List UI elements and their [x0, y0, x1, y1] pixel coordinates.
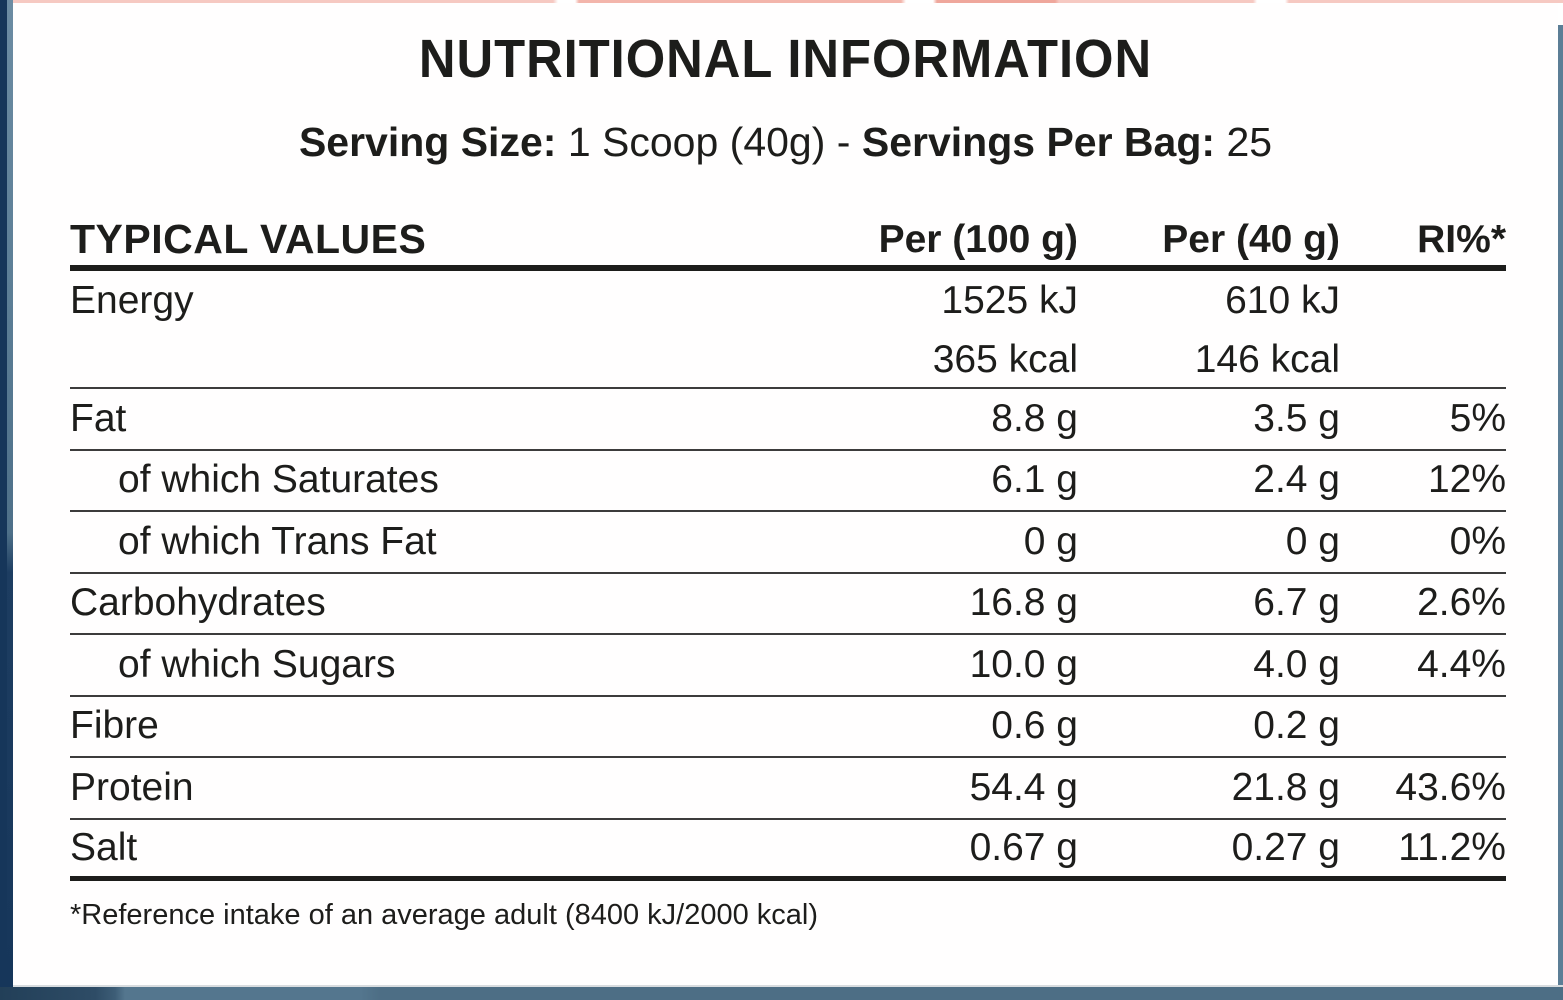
value-per-100g: 0.6 g [991, 704, 1078, 748]
header-ri-percent: RI%* [1417, 217, 1506, 261]
table-row-protein: Protein 54.4 g 21.8 g 43.6% [70, 758, 1506, 820]
table-row-energy: Energy 1525 kJ 610 kJ 365 kcal 146 kcal [70, 271, 1506, 389]
value-per-100g: 365 kcal [932, 337, 1078, 381]
page-title: NUTRITIONAL INFORMATION [418, 29, 1153, 89]
value-per-100g: 10.0 g [969, 642, 1078, 686]
value-per-100g: 16.8 g [969, 581, 1078, 625]
value-per-40g: 4.0 g [1253, 642, 1340, 686]
table-row-trans-fat: of which Trans Fat 0 g 0 g 0% [70, 512, 1506, 574]
energy-kcal-line: 365 kcal 146 kcal [70, 330, 1506, 389]
header-typical-values: TYPICAL VALUES [70, 216, 427, 262]
table-row-fat: Fat 8.8 g 3.5 g 5% [70, 389, 1506, 451]
value-per-100g: 0.67 g [969, 825, 1078, 869]
servings-per-bag-label: Servings Per Bag: [861, 119, 1216, 165]
header-per-40g: Per (40 g) [1162, 217, 1340, 261]
value-per-100g: 0 g [1023, 519, 1078, 563]
nutrition-table: TYPICAL VALUES Per (100 g) Per (40 g) RI… [70, 214, 1506, 881]
nutrient-label: of which Saturates [118, 458, 439, 502]
value-per-100g: 8.8 g [991, 396, 1078, 440]
value-per-40g: 0.27 g [1231, 825, 1340, 869]
energy-kj-line: Energy 1525 kJ 610 kJ [70, 271, 1506, 330]
page-edge-top-salmon [13, 0, 1563, 3]
nutrient-label: Protein [70, 765, 194, 809]
value-ri-percent: 12% [1427, 458, 1506, 502]
value-per-40g: 21.8 g [1231, 765, 1340, 809]
table-row-fibre: Fibre 0.6 g 0.2 g [70, 697, 1506, 758]
table-row-salt: Salt 0.67 g 0.27 g 11.2% [70, 820, 1506, 881]
value-ri-percent: 11.2% [1398, 825, 1506, 869]
nutrition-label: NUTRITIONAL INFORMATION Serving Size: 1 … [13, 3, 1558, 985]
serving-info: Serving Size: 1 Scoop (40g) - Servings P… [13, 119, 1558, 165]
reference-intake-footnote: *Reference intake of an average adult (8… [70, 899, 819, 931]
table-row-saturates: of which Saturates 6.1 g 2.4 g 12% [70, 451, 1506, 512]
page-edge-left-navy [0, 0, 7, 987]
page-edge-right-slate [1558, 25, 1563, 987]
value-per-40g: 6.7 g [1253, 581, 1340, 625]
serving-separator: - [836, 119, 851, 165]
nutrient-label: Carbohydrates [70, 581, 326, 625]
table-row-carbohydrates: Carbohydrates 16.8 g 6.7 g 2.6% [70, 574, 1506, 635]
nutrient-label: Salt [70, 825, 138, 869]
page-edge-left-slate [7, 0, 13, 987]
value-ri-percent: 5% [1449, 396, 1506, 440]
label-bottom-shadow [13, 985, 1563, 987]
table-row-sugars: of which Sugars 10.0 g 4.0 g 4.4% [70, 635, 1506, 697]
nutrient-label: Energy [70, 278, 194, 322]
value-per-100g: 54.4 g [969, 765, 1078, 809]
value-ri-percent: 43.6% [1395, 765, 1506, 809]
table-header-row: TYPICAL VALUES Per (100 g) Per (40 g) RI… [70, 214, 1506, 271]
serving-size-value: 1 Scoop (40g) [567, 119, 826, 165]
nutrient-label: of which Sugars [118, 642, 396, 686]
nutrient-label: Fat [70, 396, 127, 440]
page-bottom-bar [0, 987, 1563, 1000]
header-per-100g: Per (100 g) [878, 217, 1078, 261]
value-ri-percent: 2.6% [1417, 581, 1506, 625]
value-per-40g: 2.4 g [1253, 458, 1340, 502]
value-per-100g: 6.1 g [991, 458, 1078, 502]
value-per-40g: 0 g [1285, 519, 1340, 563]
value-per-40g: 610 kJ [1225, 278, 1340, 322]
nutrient-label: of which Trans Fat [118, 519, 437, 563]
value-ri-percent: 4.4% [1417, 642, 1506, 686]
servings-per-bag-value: 25 [1226, 119, 1273, 165]
value-per-100g: 1525 kJ [941, 278, 1078, 322]
value-per-40g: 0.2 g [1253, 704, 1340, 748]
nutrient-label: Fibre [70, 704, 159, 748]
value-ri-percent: 0% [1449, 519, 1506, 563]
serving-size-label: Serving Size: [298, 119, 557, 165]
value-per-40g: 3.5 g [1253, 396, 1340, 440]
value-per-40g: 146 kcal [1194, 337, 1340, 381]
